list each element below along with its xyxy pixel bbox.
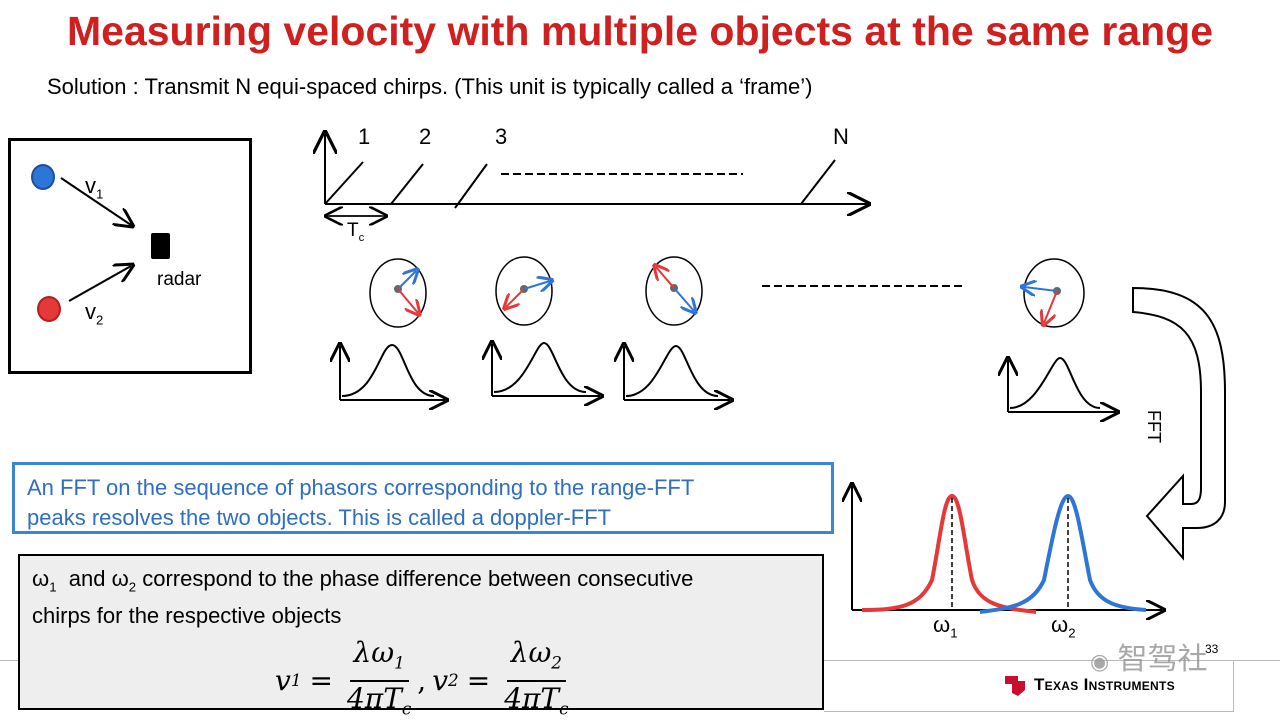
phasor-n — [1024, 258, 1085, 327]
ti-logo: Texas Instruments — [1002, 672, 1175, 698]
object-2-dot — [37, 296, 61, 322]
v1-label: v1 — [85, 173, 104, 202]
ti-brand-text: Texas Instruments — [1034, 675, 1175, 694]
scene-arrows — [60, 177, 249, 302]
range-peak-1 — [340, 345, 445, 400]
range-peak-n — [1008, 358, 1116, 412]
v1-arrow — [60, 177, 131, 225]
range-peak-3 — [624, 346, 730, 400]
chirp-2 — [390, 163, 424, 205]
doppler-fft-note-line2: peaks resolves the two objects. This is … — [27, 505, 612, 530]
formula-fraction-2: λω2 4πTc — [504, 636, 569, 719]
doppler-peak-blue — [979, 493, 1147, 614]
chirp-timeline — [315, 128, 875, 238]
footer-frame — [824, 660, 1234, 712]
page-title: Measuring velocity with multiple objects… — [66, 8, 1214, 54]
omega-explanation-box: ω1 and ω2 correspond to the phase differ… — [18, 554, 824, 718]
phasor-2 — [495, 256, 552, 326]
chirp-n — [800, 159, 836, 205]
fft-curved-arrow — [1132, 286, 1226, 561]
fft-arrow-label: FFT — [1144, 410, 1164, 443]
v2-label: v2 — [85, 299, 104, 328]
range-fft-row — [330, 340, 1130, 420]
watermark: ◉ 智驾社 — [1090, 643, 1208, 676]
object-1-dot — [31, 164, 55, 190]
chirp-label-n: N — [833, 124, 849, 149]
tc-label: Tc — [347, 220, 365, 244]
formula-fraction-1: λω1 4πTc — [346, 636, 412, 719]
doppler-fft-plot — [840, 480, 1170, 630]
w2-label: ω2 — [1051, 612, 1076, 641]
chirp-label-1: 1 — [358, 124, 371, 149]
wechat-icon: ◉ — [1090, 649, 1110, 674]
phasor-1 — [369, 258, 427, 328]
range-peak-2 — [492, 343, 600, 396]
v2-arrow — [68, 266, 131, 302]
chirp-label-2: 2 — [419, 124, 432, 149]
page-number: 33 — [1205, 642, 1219, 656]
radar-icon — [151, 233, 170, 259]
scene-box: v1 v2 radar — [8, 138, 252, 374]
chirp-3 — [454, 163, 488, 209]
subtitle: Solution : Transmit N equi-spaced chirps… — [47, 74, 813, 99]
doppler-fft-note: An FFT on the sequence of phasors corres… — [12, 462, 834, 534]
phasor-3 — [645, 256, 703, 326]
phasor-row — [369, 256, 1085, 335]
chirp-1 — [324, 161, 364, 205]
omega-line-1: ω1 and ω2 correspond to the phase differ… — [32, 566, 694, 595]
w1-label: ω1 — [933, 612, 958, 641]
chirp-label-3: 3 — [495, 124, 508, 149]
ti-state-icon — [1005, 676, 1025, 696]
doppler-peak-red — [861, 493, 1037, 614]
radar-label: radar — [157, 269, 202, 290]
omega-line-2: chirps for the respective objects — [32, 603, 342, 629]
doppler-fft-note-line1: An FFT on the sequence of phasors corres… — [27, 475, 695, 500]
